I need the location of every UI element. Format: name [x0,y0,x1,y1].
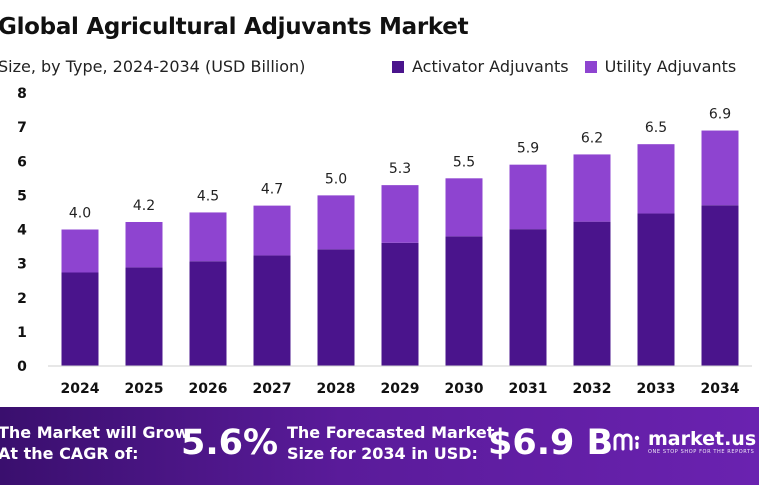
data-label: 5.0 [325,171,347,187]
data-label: 6.5 [645,120,667,136]
x-tick-label: 2030 [445,381,484,397]
y-tick-label: 6 [17,154,27,170]
bar-segment-utility [573,154,611,222]
x-tick-label: 2025 [125,381,164,397]
chart-legend: Activator Adjuvants Utility Adjuvants [392,57,736,76]
bar-segment-activator [189,261,227,366]
bar-segment-utility [637,144,675,214]
brand-name: market.us [648,428,757,450]
data-label: 4.7 [261,182,283,198]
cagr-label: The Market will Grow At the CAGR of: [0,422,189,464]
y-tick-label: 3 [17,257,27,273]
x-tick-label: 2034 [701,381,740,397]
legend-swatch-activator [392,60,404,73]
y-tick-label: 8 [17,86,27,102]
data-label: 4.2 [133,198,155,214]
brand-logo: market.us ONE STOP SHOP FOR THE REPORTS [612,429,756,455]
legend-item-activator: Activator Adjuvants [392,57,569,76]
x-tick-label: 2032 [573,381,612,397]
footer-banner: The Market will Grow At the CAGR of: 5.6… [0,407,759,485]
bar-segment-activator [701,205,739,366]
legend-label-activator: Activator Adjuvants [412,57,569,76]
x-tick-label: 2026 [189,381,228,397]
data-label: 6.2 [581,130,603,146]
data-label: 4.0 [69,206,91,222]
x-tick-label: 2027 [253,381,292,397]
bar-segment-utility [317,195,355,250]
data-label: 4.5 [197,188,219,204]
y-tick-label: 0 [17,359,27,375]
bar-segment-utility [381,185,419,243]
data-label: 5.5 [453,154,475,170]
bar-segment-activator [637,213,675,366]
cagr-label-line2: At the CAGR of: [0,444,139,463]
brand-text: market.us ONE STOP SHOP FOR THE REPORTS [648,429,756,455]
x-tick-label: 2031 [509,381,548,397]
bar-segment-utility [125,221,163,268]
bar-segment-utility [61,229,99,273]
bar-segment-activator [61,272,99,366]
y-tick-label: 5 [17,188,27,204]
legend-item-utility: Utility Adjuvants [584,57,737,76]
forecast-label-line2: Size for 2034 in USD: [287,444,478,463]
data-label: 5.9 [517,141,539,157]
x-tick-label: 2024 [61,381,100,397]
y-tick-label: 7 [17,120,27,136]
x-tick-label: 2028 [317,381,356,397]
forecast-value: $6.9 B [488,423,614,463]
market-us-logo-icon [613,433,640,451]
bar-segment-activator [253,255,291,366]
bar-chart: 0 1 2 3 4 5 6 7 8 4.0 2024 4.2 2025 4.5 2026 4.7 2027 5.0… [17,86,752,397]
x-tick-label: 2029 [381,381,420,397]
data-label: 5.3 [389,161,411,177]
bar-segment-utility [701,130,739,206]
bar-segment-activator [125,267,163,366]
y-tick-label: 1 [17,325,27,341]
legend-swatch-utility [584,60,597,73]
bar-segment-activator [317,249,355,366]
chart-subtitle: Size, by Type, 2024-2034 (USD Billion) [0,57,306,76]
chart-title: Global Agricultural Adjuvants Market [0,14,469,40]
bar-segment-utility [253,205,291,256]
bar-segment-activator [509,229,547,366]
y-tick-label: 2 [17,291,27,307]
forecast-label-line1: The Forecasted Market [287,423,495,442]
legend-label-utility: Utility Adjuvants [604,57,737,76]
bar-segment-utility [509,164,547,230]
cagr-value: 5.6% [181,423,279,463]
cagr-label-line1: The Market will Grow [0,423,190,442]
bar-segment-activator [445,236,483,366]
data-label: 6.9 [709,107,731,123]
x-tick-label: 2033 [637,381,676,397]
bar-segment-activator [381,242,419,366]
y-tick-label: 4 [17,223,27,239]
bar-segment-activator [573,221,611,366]
brand-tagline: ONE STOP SHOP FOR THE REPORTS [648,449,755,455]
forecast-label: The Forecasted Market Size for 2034 in U… [287,422,494,464]
bar-segment-utility [189,212,227,262]
bar-segment-utility [445,178,483,237]
